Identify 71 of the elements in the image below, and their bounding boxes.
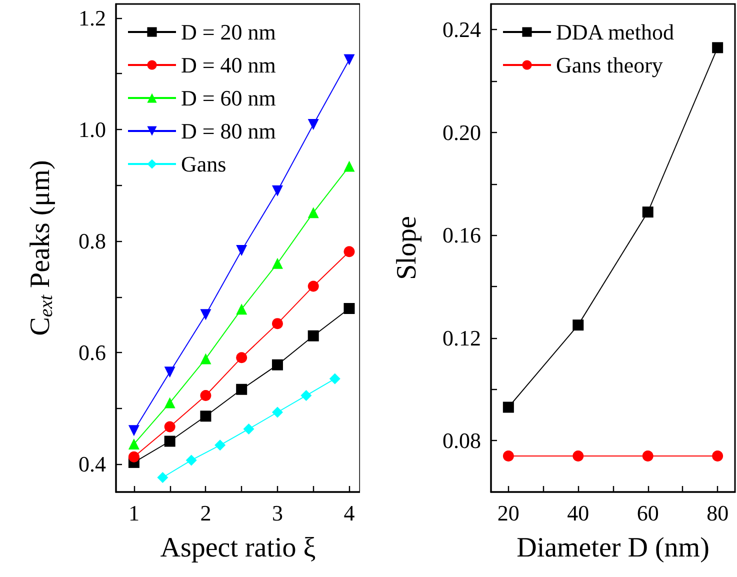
- y-tick-label: 0.16: [442, 222, 481, 248]
- point: [200, 410, 212, 422]
- point: [164, 436, 176, 447]
- x-tick-label: 40: [567, 500, 590, 526]
- y-tick-label: 0.20: [442, 120, 481, 145]
- x-tick-label: 3: [272, 500, 283, 526]
- x-axis-title: Diameter D (nm): [516, 532, 710, 564]
- x-tick-label: 1: [128, 500, 140, 526]
- y-axis-title: Slope: [392, 216, 422, 280]
- point: [214, 440, 226, 451]
- point: [243, 423, 254, 434]
- legend-label: D = 60 nm: [181, 86, 276, 110]
- legend-label: Gans: [181, 152, 226, 176]
- x-tick-label: 60: [636, 500, 659, 526]
- point: [200, 309, 212, 320]
- point: [502, 402, 514, 413]
- legend-label: D = 20 nm: [181, 20, 276, 44]
- point: [272, 406, 283, 418]
- y-tick-label: 0.8: [78, 228, 106, 254]
- point: [236, 352, 248, 364]
- y-tick-label: 0.24: [442, 17, 481, 42]
- legend-label: D = 40 nm: [181, 52, 276, 78]
- point: [642, 450, 654, 462]
- point: [308, 207, 319, 218]
- point: [308, 280, 319, 292]
- point: [502, 450, 514, 462]
- point: [308, 330, 319, 342]
- x-axis-title: Aspect ratio ξ: [160, 532, 316, 564]
- point: [272, 318, 283, 330]
- point: [128, 425, 140, 436]
- point: [308, 118, 319, 130]
- point: [164, 397, 176, 408]
- point: [164, 421, 176, 432]
- y-tick-label: 1.0: [78, 116, 106, 142]
- point: [712, 42, 724, 54]
- point: [186, 454, 197, 466]
- y-tick-label: 1.2: [78, 5, 106, 30]
- point: [272, 258, 283, 269]
- point: [128, 451, 140, 462]
- x-tick-label: 4: [344, 500, 355, 526]
- point: [300, 390, 312, 402]
- point: [572, 450, 584, 462]
- point: [344, 303, 355, 314]
- y-tick-label: 0.6: [78, 340, 106, 366]
- point: [344, 246, 355, 258]
- point: [572, 320, 584, 331]
- point: [329, 373, 340, 384]
- point: [157, 472, 168, 483]
- point: [236, 384, 248, 395]
- y-tick-label: 0.4: [78, 452, 106, 477]
- legend-label: DDA method: [556, 20, 674, 44]
- point: [272, 359, 283, 370]
- point: [642, 206, 654, 218]
- y-axis-title: Cext Peaks (μm): [25, 160, 57, 336]
- legend-label: D = 80 nm: [181, 118, 276, 144]
- x-tick-label: 20: [497, 500, 520, 526]
- point: [344, 54, 355, 66]
- point: [344, 160, 355, 172]
- legend-label: Gans theory: [556, 52, 663, 78]
- point: [200, 390, 212, 402]
- y-tick-label: 0.12: [442, 325, 481, 350]
- point: [200, 353, 212, 364]
- point: [272, 185, 283, 196]
- point: [128, 438, 140, 450]
- x-tick-label: 2: [200, 500, 212, 526]
- point: [236, 245, 248, 256]
- y-tick-label: 0.08: [442, 428, 481, 454]
- point: [164, 366, 176, 378]
- point: [712, 450, 724, 462]
- x-tick-label: 80: [706, 500, 729, 526]
- point: [236, 304, 248, 315]
